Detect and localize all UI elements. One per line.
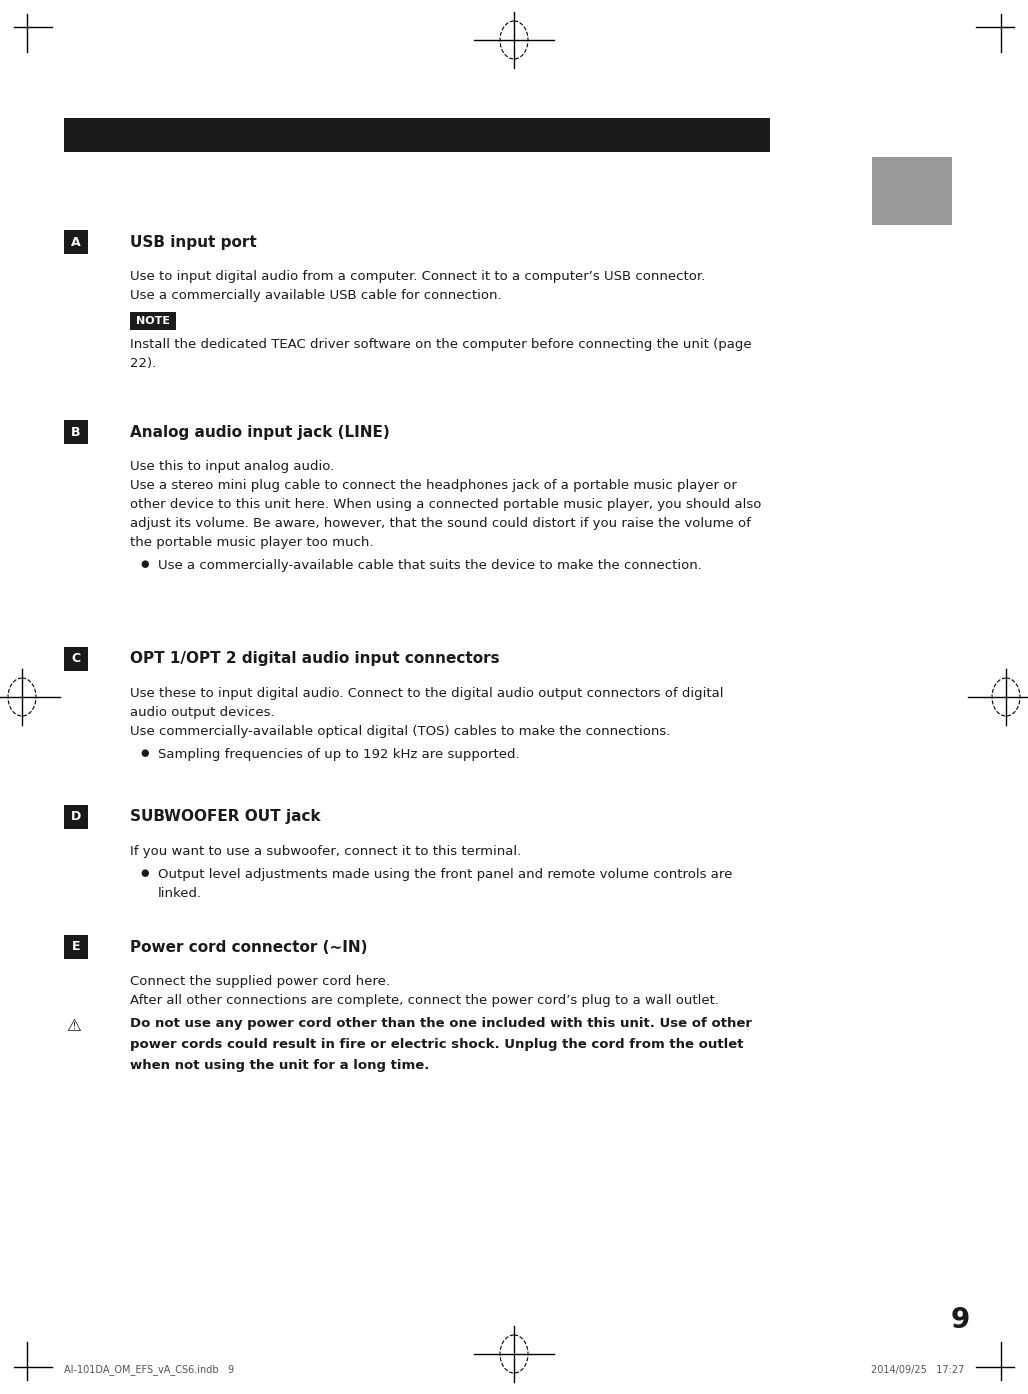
Text: ●: ● <box>140 749 148 758</box>
Text: audio output devices.: audio output devices. <box>130 705 274 719</box>
Text: B: B <box>71 425 81 439</box>
FancyBboxPatch shape <box>64 935 88 959</box>
Text: Use these to input digital audio. Connect to the digital audio output connectors: Use these to input digital audio. Connec… <box>130 687 724 700</box>
Text: E: E <box>72 941 80 953</box>
Text: linked.: linked. <box>158 887 203 901</box>
FancyBboxPatch shape <box>130 312 176 330</box>
Text: ⚠: ⚠ <box>66 1018 81 1034</box>
Text: Power cord connector (∼IN): Power cord connector (∼IN) <box>130 940 367 955</box>
Text: If you want to use a subwoofer, connect it to this terminal.: If you want to use a subwoofer, connect … <box>130 845 521 857</box>
Text: Do not use any power cord other than the one included with this unit. Use of oth: Do not use any power cord other than the… <box>130 1018 752 1030</box>
Text: 9: 9 <box>950 1306 969 1334</box>
Text: D: D <box>71 810 81 824</box>
Text: Use a commercially-available cable that suits the device to make the connection.: Use a commercially-available cable that … <box>158 559 702 572</box>
Text: After all other connections are complete, connect the power cord’s plug to a wal: After all other connections are complete… <box>130 994 719 1006</box>
Text: SUBWOOFER OUT jack: SUBWOOFER OUT jack <box>130 810 321 824</box>
FancyBboxPatch shape <box>872 158 952 224</box>
FancyBboxPatch shape <box>64 804 88 829</box>
FancyBboxPatch shape <box>64 230 88 254</box>
Text: when not using the unit for a long time.: when not using the unit for a long time. <box>130 1059 430 1072</box>
Text: Output level adjustments made using the front panel and remote volume controls a: Output level adjustments made using the … <box>158 868 732 881</box>
FancyBboxPatch shape <box>64 647 88 671</box>
Text: Install the dedicated TEAC driver software on the computer before connecting the: Install the dedicated TEAC driver softwa… <box>130 337 751 351</box>
Text: other device to this unit here. When using a connected portable music player, yo: other device to this unit here. When usi… <box>130 498 762 512</box>
Text: Use this to input analog audio.: Use this to input analog audio. <box>130 460 334 473</box>
Text: Use a stereo mini plug cable to connect the headphones jack of a portable music : Use a stereo mini plug cable to connect … <box>130 480 737 492</box>
Text: ●: ● <box>140 868 148 878</box>
Text: Use to input digital audio from a computer. Connect it to a computer’s USB conne: Use to input digital audio from a comput… <box>130 270 705 283</box>
Text: OPT 1/OPT 2 digital audio input connectors: OPT 1/OPT 2 digital audio input connecto… <box>130 651 500 666</box>
Text: the portable music player too much.: the portable music player too much. <box>130 537 373 549</box>
Text: adjust its volume. Be aware, however, that the sound could distort if you raise : adjust its volume. Be aware, however, th… <box>130 517 750 530</box>
Text: 22).: 22). <box>130 357 156 369</box>
Text: Sampling frequencies of up to 192 kHz are supported.: Sampling frequencies of up to 192 kHz ar… <box>158 749 519 761</box>
Text: Analog audio input jack (LINE): Analog audio input jack (LINE) <box>130 425 390 439</box>
Text: Connect the supplied power cord here.: Connect the supplied power cord here. <box>130 974 390 988</box>
FancyBboxPatch shape <box>64 118 770 152</box>
Text: USB input port: USB input port <box>130 234 257 250</box>
Text: ●: ● <box>140 559 148 569</box>
Text: AI-101DA_OM_EFS_vA_CS6.indb   9: AI-101DA_OM_EFS_vA_CS6.indb 9 <box>64 1365 234 1376</box>
Text: Use commercially-available optical digital (TOS) cables to make the connections.: Use commercially-available optical digit… <box>130 725 670 737</box>
Text: Use a commercially available USB cable for connection.: Use a commercially available USB cable f… <box>130 289 502 302</box>
FancyBboxPatch shape <box>64 420 88 445</box>
Text: C: C <box>71 652 80 665</box>
Text: A: A <box>71 236 81 248</box>
Text: NOTE: NOTE <box>136 316 170 326</box>
Text: 2014/09/25   17:27: 2014/09/25 17:27 <box>871 1365 964 1374</box>
Text: power cords could result in fire or electric shock. Unplug the cord from the out: power cords could result in fire or elec… <box>130 1039 743 1051</box>
